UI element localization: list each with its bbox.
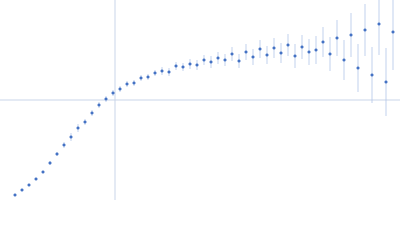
point [90, 111, 94, 115]
point [251, 55, 255, 59]
point [55, 152, 59, 156]
point [377, 22, 381, 26]
point [342, 58, 346, 62]
point [97, 103, 101, 107]
point [391, 30, 395, 34]
point [104, 97, 108, 101]
point [223, 58, 227, 62]
point [314, 48, 318, 52]
point [48, 161, 52, 165]
point [363, 28, 367, 32]
point [195, 63, 199, 67]
point [160, 69, 164, 73]
point [188, 62, 192, 66]
point [335, 36, 339, 40]
point [181, 65, 185, 69]
point [34, 177, 38, 181]
point [20, 188, 24, 192]
point [244, 50, 248, 54]
point [370, 73, 374, 77]
point [41, 170, 45, 174]
point [328, 52, 332, 56]
point [265, 53, 269, 57]
point [76, 126, 80, 130]
point [146, 75, 150, 79]
point [300, 45, 304, 49]
point [293, 54, 297, 58]
point [209, 60, 213, 64]
point [83, 120, 87, 124]
point [111, 91, 115, 95]
chart [0, 0, 400, 200]
point [118, 87, 122, 91]
point [13, 193, 17, 197]
point [167, 70, 171, 74]
point [125, 82, 129, 86]
point [286, 43, 290, 47]
page: {"chart_data": {"type": "scatter", "x": … [0, 0, 400, 200]
point [174, 64, 178, 68]
point [258, 47, 262, 51]
point [69, 135, 73, 139]
point [307, 50, 311, 54]
point [349, 33, 353, 37]
point [216, 56, 220, 60]
point [321, 40, 325, 44]
point [237, 59, 241, 63]
point [27, 183, 31, 187]
point [272, 46, 276, 50]
point [230, 52, 234, 56]
point [139, 76, 143, 80]
point [356, 66, 360, 70]
point [384, 80, 388, 84]
point [279, 51, 283, 55]
point [153, 71, 157, 75]
point [202, 58, 206, 62]
point [62, 143, 66, 147]
point [132, 81, 136, 85]
